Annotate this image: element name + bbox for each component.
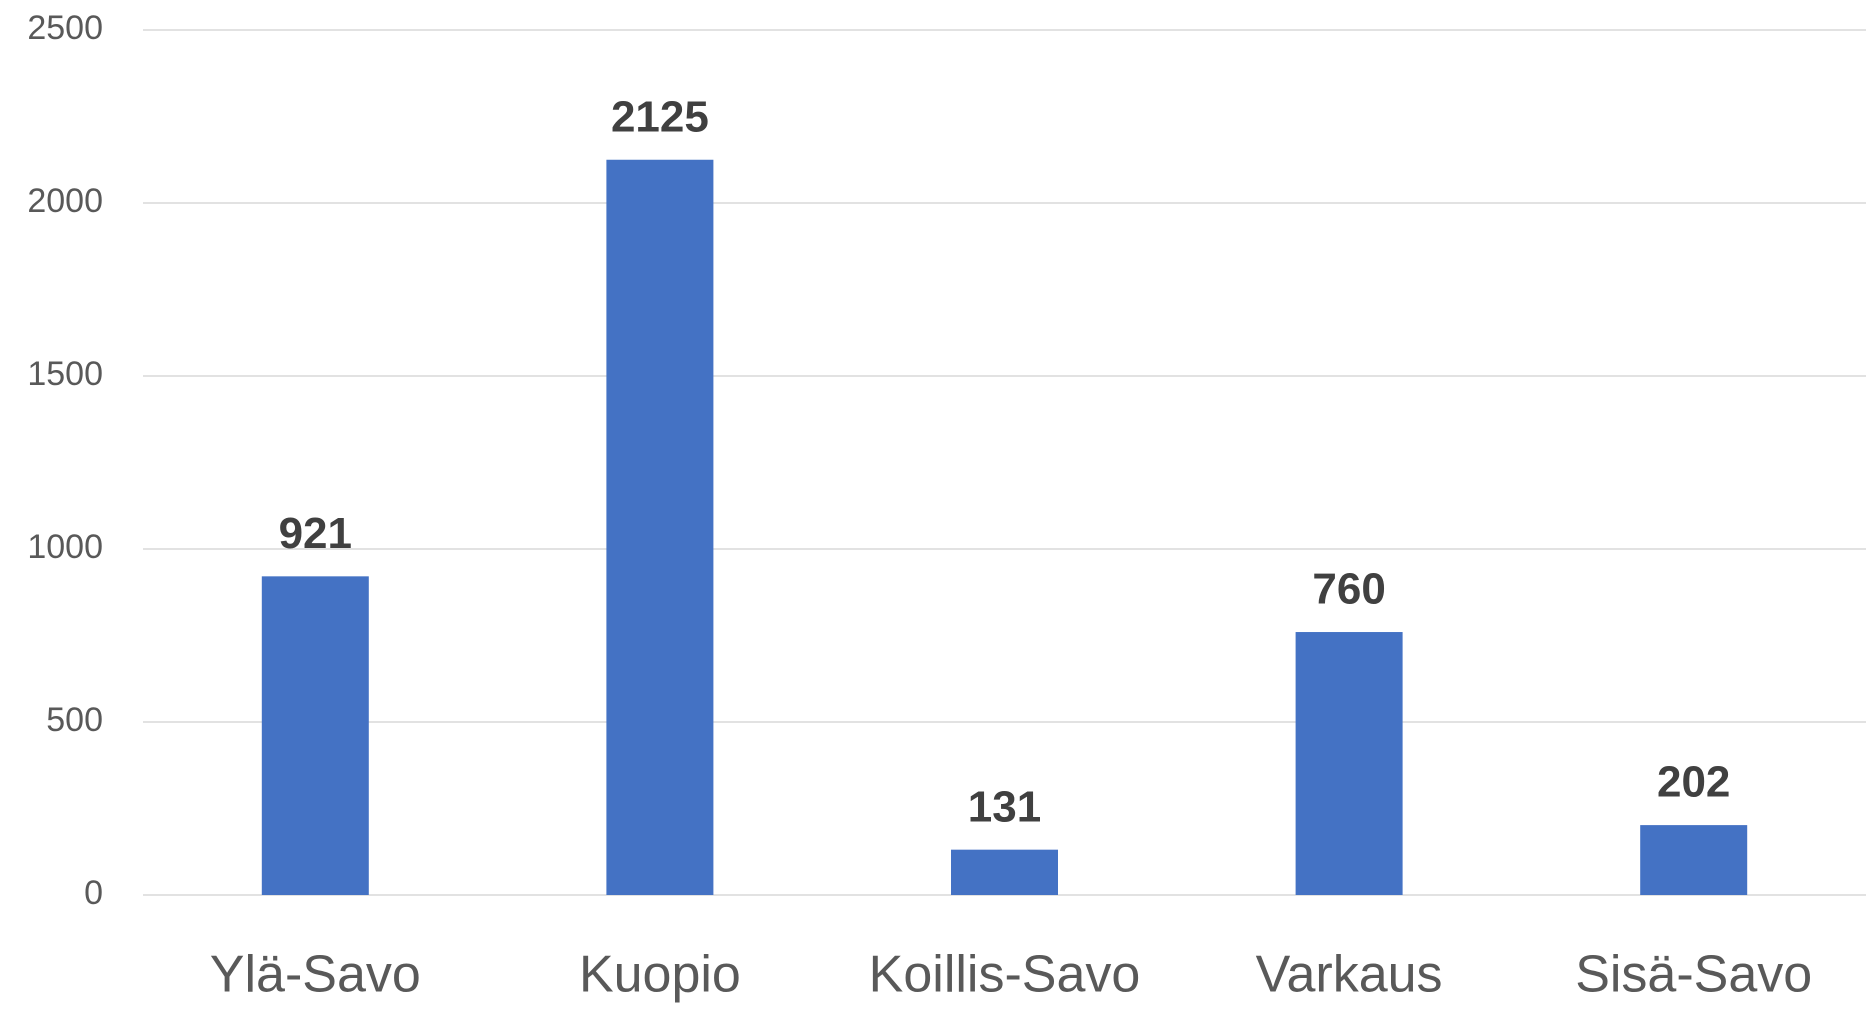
data-label: 760 bbox=[1312, 565, 1385, 614]
bar bbox=[1295, 632, 1403, 895]
x-tick-label: Varkaus bbox=[1256, 946, 1443, 1004]
y-tick-label: 500 bbox=[46, 701, 103, 739]
x-tick-label: Ylä-Savo bbox=[210, 946, 421, 1004]
y-tick-label: 1500 bbox=[27, 355, 103, 393]
y-tick-label: 1000 bbox=[27, 528, 103, 566]
bar bbox=[606, 159, 714, 895]
data-label: 131 bbox=[968, 782, 1041, 831]
data-label: 2125 bbox=[611, 92, 709, 141]
bar bbox=[261, 576, 369, 895]
x-tick-label: Sisä-Savo bbox=[1575, 946, 1812, 1004]
bar bbox=[1640, 825, 1748, 895]
x-tick-label: Koillis-Savo bbox=[869, 946, 1141, 1004]
y-tick-label: 0 bbox=[84, 874, 103, 912]
data-label: 202 bbox=[1657, 758, 1730, 807]
y-tick-label: 2500 bbox=[27, 9, 103, 47]
x-tick-label: Kuopio bbox=[579, 946, 741, 1004]
bar bbox=[951, 849, 1058, 895]
y-tick-label: 2000 bbox=[27, 182, 103, 220]
data-label: 921 bbox=[279, 509, 352, 558]
